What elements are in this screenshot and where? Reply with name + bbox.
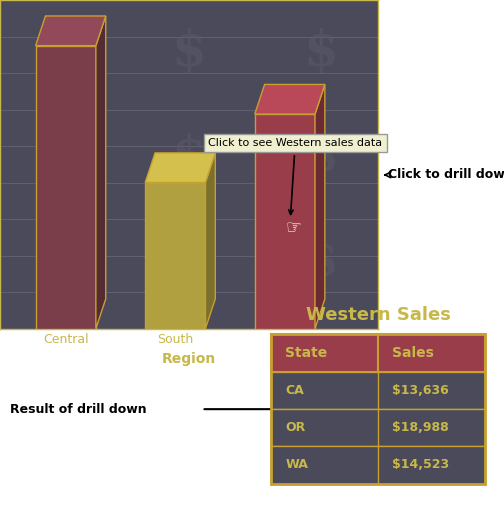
Text: $14,523: $14,523	[392, 458, 449, 471]
Text: $: $	[171, 238, 207, 287]
Bar	[36, 46, 96, 329]
Text: $18,988: $18,988	[392, 421, 449, 434]
Text: $: $	[171, 133, 207, 182]
Text: $: $	[39, 133, 74, 182]
Text: CA: CA	[285, 384, 304, 397]
Polygon shape	[36, 16, 106, 46]
Text: Click to see Western sales data: Click to see Western sales data	[208, 138, 383, 215]
Text: $: $	[171, 28, 207, 77]
Text: $: $	[304, 133, 339, 182]
Polygon shape	[96, 16, 106, 329]
Text: $13,636: $13,636	[392, 384, 449, 397]
Text: OR: OR	[285, 421, 305, 434]
Text: Click to drill down: Click to drill down	[388, 169, 504, 181]
Text: $: $	[304, 28, 339, 77]
Text: WA: WA	[285, 458, 308, 471]
Polygon shape	[145, 153, 215, 182]
Text: ☞: ☞	[286, 219, 302, 237]
Bar	[255, 114, 315, 329]
Bar	[271, 372, 485, 409]
Bar	[271, 334, 485, 483]
Text: $: $	[39, 238, 74, 287]
Polygon shape	[255, 84, 325, 114]
Text: Sales: Sales	[392, 346, 434, 360]
Text: $: $	[39, 28, 74, 77]
X-axis label: Region: Region	[162, 352, 216, 366]
Text: $: $	[304, 238, 339, 287]
Polygon shape	[206, 153, 215, 329]
Bar	[271, 446, 485, 483]
Polygon shape	[315, 84, 325, 329]
Title: Western Sales: Western Sales	[305, 306, 451, 324]
Bar	[145, 182, 206, 329]
Text: State: State	[285, 346, 328, 360]
Text: Result of drill down: Result of drill down	[10, 403, 147, 416]
Bar	[271, 409, 485, 446]
Bar	[271, 334, 485, 372]
